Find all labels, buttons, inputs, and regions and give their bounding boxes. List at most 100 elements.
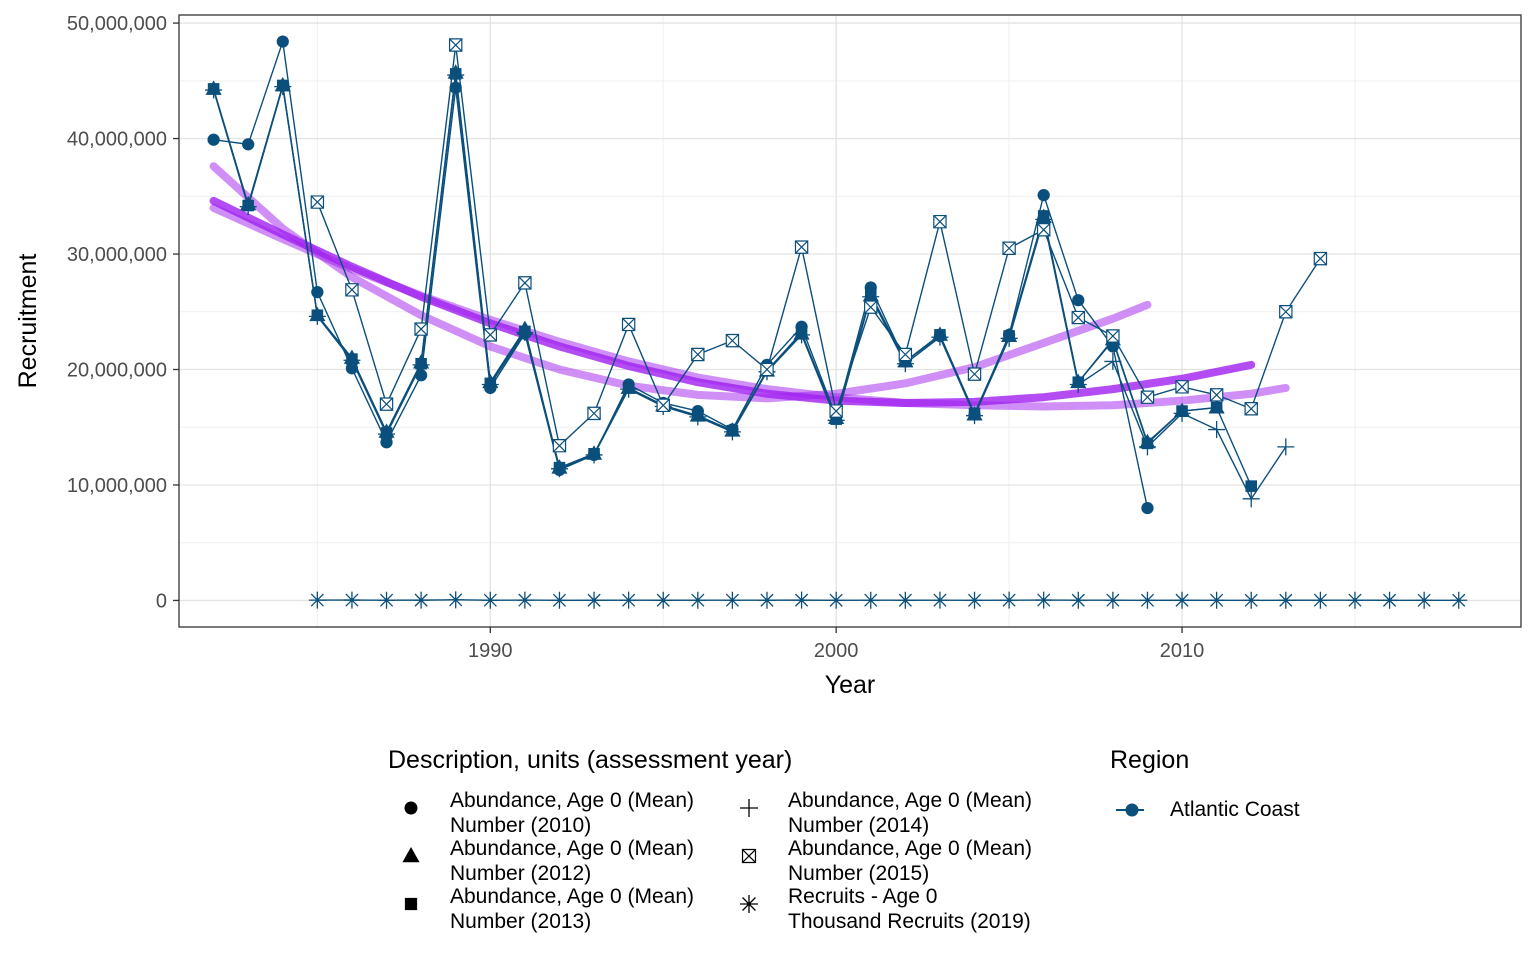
y-tick-label: 0	[156, 590, 167, 612]
data-point	[1140, 390, 1155, 404]
data-point	[1210, 401, 1223, 414]
data-point	[1415, 591, 1433, 609]
y-tick-label: 50,000,000	[67, 13, 167, 35]
data-point	[1104, 352, 1122, 370]
legend-marker	[740, 895, 758, 913]
data-point	[1138, 438, 1156, 456]
square-marker-icon	[404, 897, 418, 911]
data-point	[1277, 438, 1295, 456]
shape-legend-label: Abundance, Age 0 (Mean) Number (2014)	[788, 789, 1033, 837]
shape-legend-label: Recruits - Age 0 Thousand Recruits (2019…	[788, 885, 1031, 933]
legend-marker	[740, 799, 758, 817]
data-point	[1244, 402, 1258, 416]
data-point	[516, 324, 534, 342]
color-legend-title: Region	[1110, 746, 1190, 774]
x-axis-title: Year	[825, 671, 876, 699]
plus-marker-icon	[740, 799, 758, 817]
series-boxcross	[310, 38, 1328, 453]
data-point	[1450, 591, 1468, 609]
data-point	[239, 198, 257, 216]
data-point	[1311, 591, 1329, 609]
data-point	[1000, 591, 1018, 609]
data-point	[689, 591, 707, 609]
data-point	[723, 591, 741, 609]
data-point	[1173, 591, 1191, 609]
trend-line	[209, 203, 1290, 411]
data-point	[1173, 404, 1191, 422]
data-point	[1208, 421, 1226, 439]
data-point	[621, 317, 636, 332]
circle-marker-icon	[404, 801, 418, 815]
data-point	[1242, 490, 1260, 508]
data-point	[760, 362, 774, 377]
data-point	[793, 591, 811, 609]
data-point	[1245, 480, 1257, 492]
data-point	[1381, 591, 1399, 609]
data-point	[447, 591, 465, 609]
shape-legend-label: Abundance, Age 0 (Mean) Number (2010)	[450, 789, 695, 837]
data-point	[587, 406, 601, 421]
data-point	[689, 408, 707, 426]
data-point	[1141, 501, 1154, 515]
data-point	[205, 81, 223, 99]
data-point	[1346, 591, 1364, 609]
data-point	[274, 78, 292, 96]
data-point	[1242, 591, 1260, 609]
x-tick-label: 2010	[1160, 640, 1205, 662]
data-point	[343, 591, 361, 609]
data-point	[898, 347, 913, 362]
trend-line	[209, 162, 1152, 403]
data-point	[1279, 305, 1293, 319]
data-point	[829, 404, 843, 418]
data-point	[966, 591, 984, 609]
data-point	[723, 423, 741, 441]
series-asterisk	[308, 591, 1468, 609]
data-point	[620, 591, 638, 609]
data-point	[1313, 251, 1328, 266]
data-point	[447, 66, 465, 84]
data-point	[308, 591, 326, 609]
legend-marker	[404, 801, 418, 815]
data-point	[1209, 388, 1224, 402]
data-point	[966, 407, 984, 425]
x-tick-label: 1990	[468, 640, 513, 662]
y-tick-label: 40,000,000	[67, 129, 167, 151]
data-point	[552, 438, 567, 453]
plot-panel-border	[178, 14, 1522, 628]
data-point	[1106, 329, 1120, 343]
data-point	[896, 591, 914, 609]
data-point	[1104, 591, 1122, 609]
data-point	[483, 328, 498, 342]
shape-legend-label: Abundance, Age 0 (Mean) Number (2013)	[450, 885, 695, 933]
y-tick-label: 30,000,000	[67, 244, 167, 266]
x-tick-label: 2000	[814, 640, 859, 662]
data-point	[1277, 591, 1295, 609]
data-point	[585, 446, 603, 464]
data-point	[379, 397, 394, 411]
axes: 1990 2000 2010 0 10,000,000 20,000,000 30,000,…	[67, 13, 1204, 662]
data-point	[1069, 376, 1087, 394]
data-point	[1071, 310, 1085, 325]
trend-lines	[209, 162, 1290, 411]
data-point	[481, 591, 499, 609]
shape-legend: Description, units (assessment year) Abu…	[388, 742, 1088, 942]
data-point	[550, 591, 568, 609]
data-point	[310, 195, 325, 209]
color-legend: Region Atlantic Coast	[1110, 742, 1410, 842]
data-point	[378, 591, 396, 609]
triangle-marker-icon	[402, 847, 420, 863]
major-gridlines	[179, 15, 1521, 627]
data-point	[1036, 223, 1051, 237]
minor-gridlines	[179, 15, 1521, 627]
atlantic-coast-label: Atlantic Coast	[1170, 798, 1300, 821]
series-line	[316, 44, 1321, 448]
data-series	[205, 35, 1468, 609]
data-point	[931, 328, 949, 346]
data-point	[864, 300, 878, 314]
data-point	[691, 347, 705, 362]
data-point	[1037, 189, 1050, 202]
data-point	[1175, 380, 1189, 394]
shape-legend-label: Abundance, Age 0 (Mean) Number (2015)	[788, 837, 1033, 885]
data-point	[793, 326, 811, 344]
data-point	[516, 591, 534, 609]
